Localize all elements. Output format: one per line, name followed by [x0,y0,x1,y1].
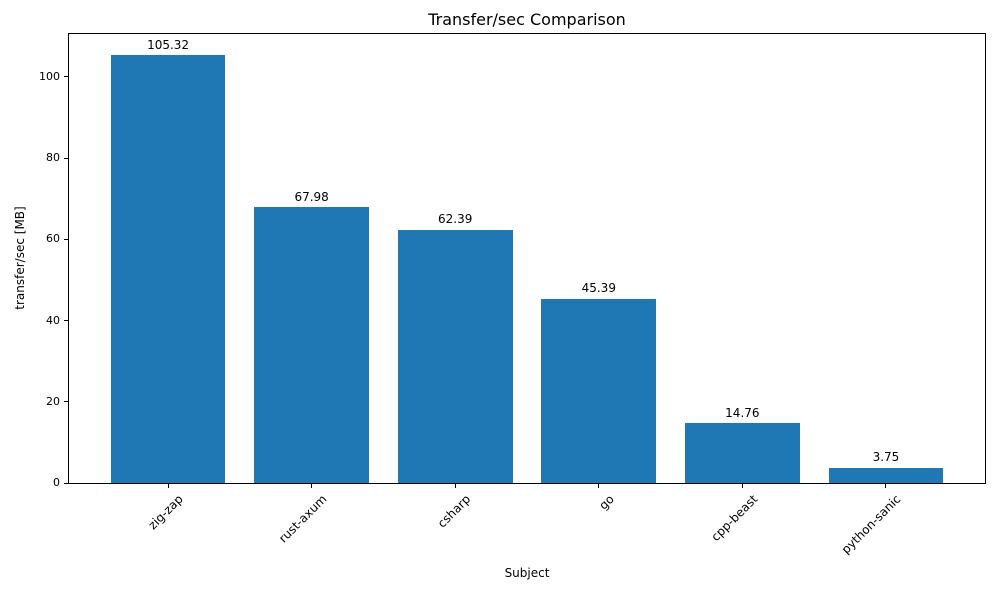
y-tick-label: 80 [46,151,60,165]
bar-value-label: 67.98 [294,189,329,204]
x-tick-label: python-sanic [839,492,904,557]
y-tick-label: 100 [39,69,60,83]
x-tick-label: cpp-beast [708,492,761,544]
y-tick-label: 40 [46,313,60,327]
x-tick-label: csharp [434,492,474,531]
y-tick-label: 0 [53,476,60,489]
bar-value-label: 105.32 [147,38,190,53]
bar-value-label: 14.76 [725,405,760,420]
bar [397,229,513,483]
plot-area: 105.32 67.98 62.39 45.39 14.76 3.75 [68,33,986,484]
bar [541,298,657,483]
bar [110,55,226,483]
bar [254,207,370,483]
bar [828,467,944,483]
x-axis-label: Subject [504,566,550,580]
x-tick-label: zig-zap [145,492,186,533]
bar-value-label: 3.75 [872,450,900,465]
bar [684,423,800,483]
y-axis-label: transfer/sec [MB] [13,206,27,310]
x-tick-label: go [596,492,617,513]
bar-value-label: 45.39 [581,281,616,296]
y-tick-label: 20 [46,394,60,408]
chart-title: Transfer/sec Comparison [428,10,626,29]
bar-value-label: 62.39 [438,212,473,227]
x-tick-label: rust-axum [276,492,330,546]
